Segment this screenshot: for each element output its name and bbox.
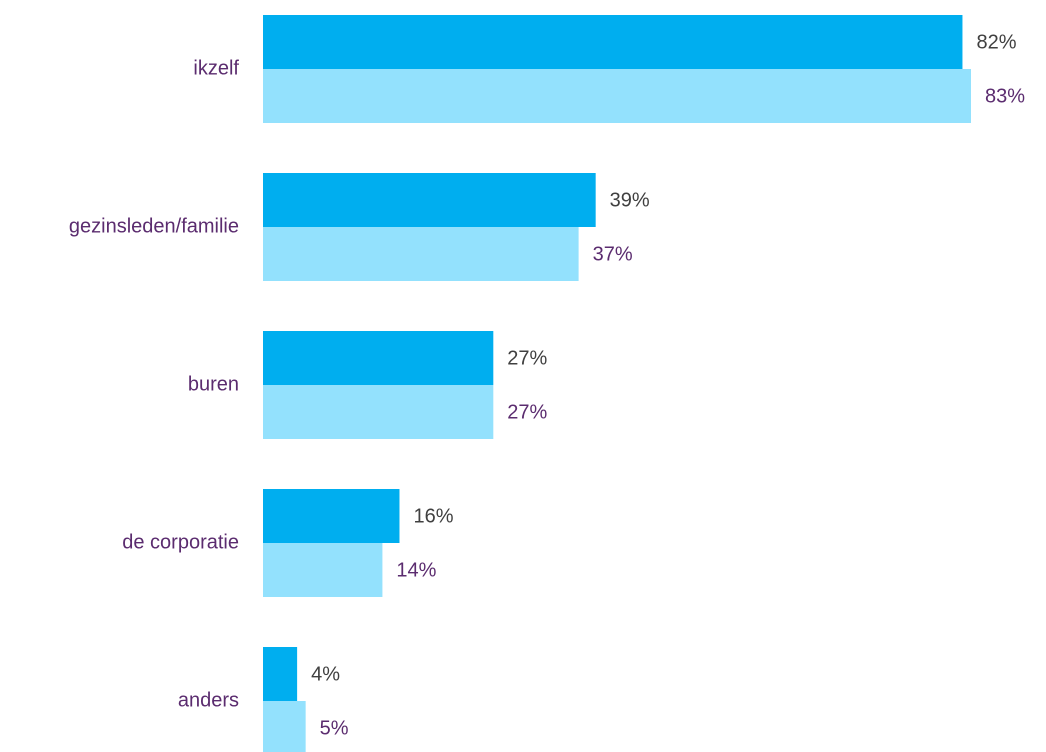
value-label: 39%	[610, 189, 650, 211]
bar	[263, 647, 298, 701]
category-label: buren	[188, 373, 239, 395]
value-label: 82%	[976, 31, 1016, 53]
value-label: 37%	[593, 243, 633, 265]
bar	[263, 69, 971, 123]
category-label: gezinsleden/familie	[69, 215, 239, 237]
value-label: 14%	[396, 559, 436, 581]
category-label: anders	[178, 689, 239, 711]
bar	[263, 543, 383, 597]
value-label: 5%	[320, 717, 349, 739]
value-label: 27%	[507, 347, 547, 369]
category-label: de corporatie	[122, 531, 239, 553]
category-label: ikzelf	[193, 57, 239, 79]
bar	[263, 489, 400, 543]
bar	[263, 173, 596, 227]
bar	[263, 15, 963, 69]
bar	[263, 331, 494, 385]
value-label: 27%	[507, 401, 547, 423]
bar	[263, 701, 306, 752]
value-label: 83%	[985, 85, 1025, 107]
bar	[263, 227, 579, 281]
bar	[263, 385, 494, 439]
value-label: 16%	[413, 505, 453, 527]
value-label: 4%	[311, 663, 340, 685]
